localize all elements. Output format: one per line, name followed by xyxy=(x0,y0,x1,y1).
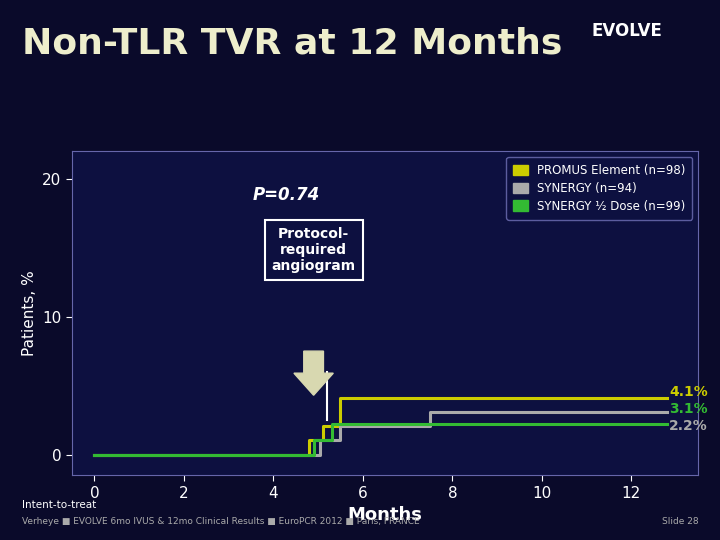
Text: Slide 28: Slide 28 xyxy=(662,517,698,526)
Text: Intent-to-treat: Intent-to-treat xyxy=(22,500,96,510)
X-axis label: Months: Months xyxy=(348,506,423,524)
Polygon shape xyxy=(294,351,333,395)
Text: P=0.74: P=0.74 xyxy=(253,186,320,204)
Text: Non-TLR TVR at 12 Months: Non-TLR TVR at 12 Months xyxy=(22,27,562,61)
Y-axis label: Patients, %: Patients, % xyxy=(22,271,37,356)
Text: 3.1%: 3.1% xyxy=(670,402,708,416)
Text: Verheye ■ EVOLVE 6mo IVUS & 12mo Clinical Results ■ EuroPCR 2012 ■ Paris, FRANCE: Verheye ■ EVOLVE 6mo IVUS & 12mo Clinica… xyxy=(22,517,419,526)
Text: Protocol-
required
angiogram: Protocol- required angiogram xyxy=(271,227,356,273)
Text: 2.2%: 2.2% xyxy=(670,418,708,433)
Text: EVOLVE: EVOLVE xyxy=(592,22,662,39)
Text: 4.1%: 4.1% xyxy=(670,386,708,400)
Legend: PROMUS Element (n=98), SYNERGY (n=94), SYNERGY ½ Dose (n=99): PROMUS Element (n=98), SYNERGY (n=94), S… xyxy=(506,157,693,220)
